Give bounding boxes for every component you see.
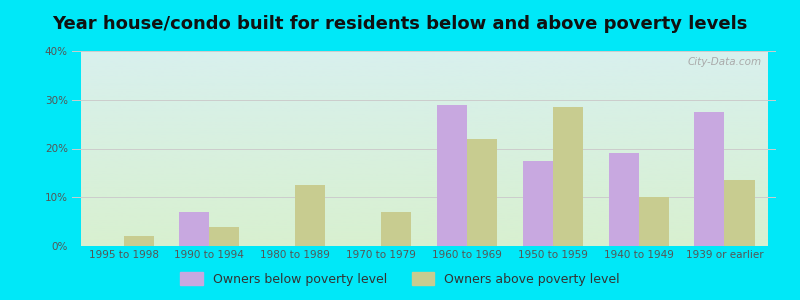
Bar (210, 226, 239, 246)
Legend: Owners below poverty level, Owners above poverty level: Owners below poverty level, Owners above… (175, 267, 625, 291)
Bar (437, 105, 467, 246)
Bar (179, 212, 210, 246)
Bar (381, 212, 411, 246)
Bar (295, 185, 326, 246)
Bar (522, 161, 553, 246)
Bar (694, 112, 725, 246)
Bar (638, 197, 669, 246)
Bar (609, 153, 638, 246)
Text: City-Data.com: City-Data.com (688, 57, 762, 67)
Bar (123, 236, 154, 246)
Bar (725, 180, 754, 246)
Bar (553, 107, 583, 246)
Text: Year house/condo built for residents below and above poverty levels: Year house/condo built for residents bel… (52, 15, 748, 33)
Bar (467, 139, 497, 246)
